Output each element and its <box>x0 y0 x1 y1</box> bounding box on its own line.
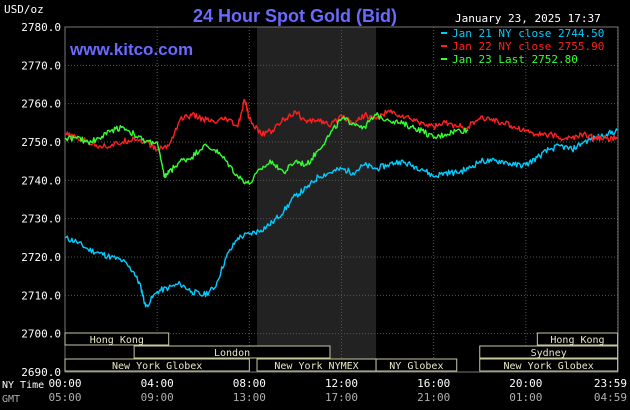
y-tick-label: 2700.0 <box>21 328 61 341</box>
x-tick-label-ny: 04:00 <box>141 377 174 390</box>
chart-title: 24 Hour Spot Gold (Bid) <box>193 6 397 26</box>
session-box <box>479 345 619 359</box>
session-box <box>133 345 331 359</box>
session-box <box>64 332 170 346</box>
x-tick-label-ny: 23:59 <box>594 377 627 390</box>
y-tick-label: 2730.0 <box>21 213 61 226</box>
legend-entry: Jan 22 NY close 2755.90 <box>452 40 604 53</box>
unit-label: USD/oz <box>4 3 44 16</box>
x-tick-label-gmt: 13:00 <box>233 391 266 404</box>
x-tick-label-gmt: 04:59 <box>594 391 627 404</box>
y-tick-label: 2780.0 <box>21 21 61 34</box>
session-label: Sydney <box>531 348 567 359</box>
session-box <box>536 332 619 346</box>
x-tick-label-ny: 20:00 <box>509 377 542 390</box>
session-box <box>375 358 458 372</box>
session-label: New York Globex <box>504 361 594 372</box>
x-tick-label-gmt: 21:00 <box>417 391 450 404</box>
x-tick-label-ny: 16:00 <box>417 377 450 390</box>
legend-entry: Jan 21 NY close 2744.50 <box>452 27 604 40</box>
session-label: New York Globex <box>112 361 202 372</box>
y-tick-label: 2770.0 <box>21 59 61 72</box>
nymex-session-band <box>257 27 377 372</box>
y-tick-label: 2760.0 <box>21 98 61 111</box>
series-line-3 <box>64 112 469 185</box>
y-tick-label: 2690.0 <box>21 366 61 379</box>
session-label: Hong Kong <box>550 335 604 346</box>
x-tick-label-gmt: 17:00 <box>325 391 358 404</box>
y-tick-label: 2710.0 <box>21 289 61 302</box>
x-tick-label-gmt: 05:00 <box>48 391 81 404</box>
x-tick-label-gmt: 01:00 <box>509 391 542 404</box>
session-label: NY Globex <box>389 361 443 372</box>
x-tick-label-gmt: 09:00 <box>141 391 174 404</box>
y-tick-label: 2750.0 <box>21 136 61 149</box>
x-tick-label-ny: 00:00 <box>48 377 81 390</box>
plot-frame <box>64 26 619 373</box>
session-box <box>479 358 619 372</box>
website-label: www.kitco.com <box>69 40 193 59</box>
x-tick-label-ny: 08:00 <box>233 377 266 390</box>
timestamp: January 23, 2025 17:37 <box>455 12 601 25</box>
series-line-1 <box>64 128 619 308</box>
session-label: New York NYMEX <box>274 361 358 372</box>
session-label: London <box>214 348 250 359</box>
gmt-label: GMT <box>2 394 20 405</box>
x-tick-label-ny: 12:00 <box>325 377 358 390</box>
session-label: Hong Kong <box>90 335 144 346</box>
y-tick-label: 2740.0 <box>21 174 61 187</box>
legend-entry: Jan 23 Last 2752.80 <box>452 53 578 66</box>
session-box <box>64 358 250 372</box>
ny-time-label: NY Time <box>2 380 44 391</box>
y-tick-label: 2720.0 <box>21 251 61 264</box>
